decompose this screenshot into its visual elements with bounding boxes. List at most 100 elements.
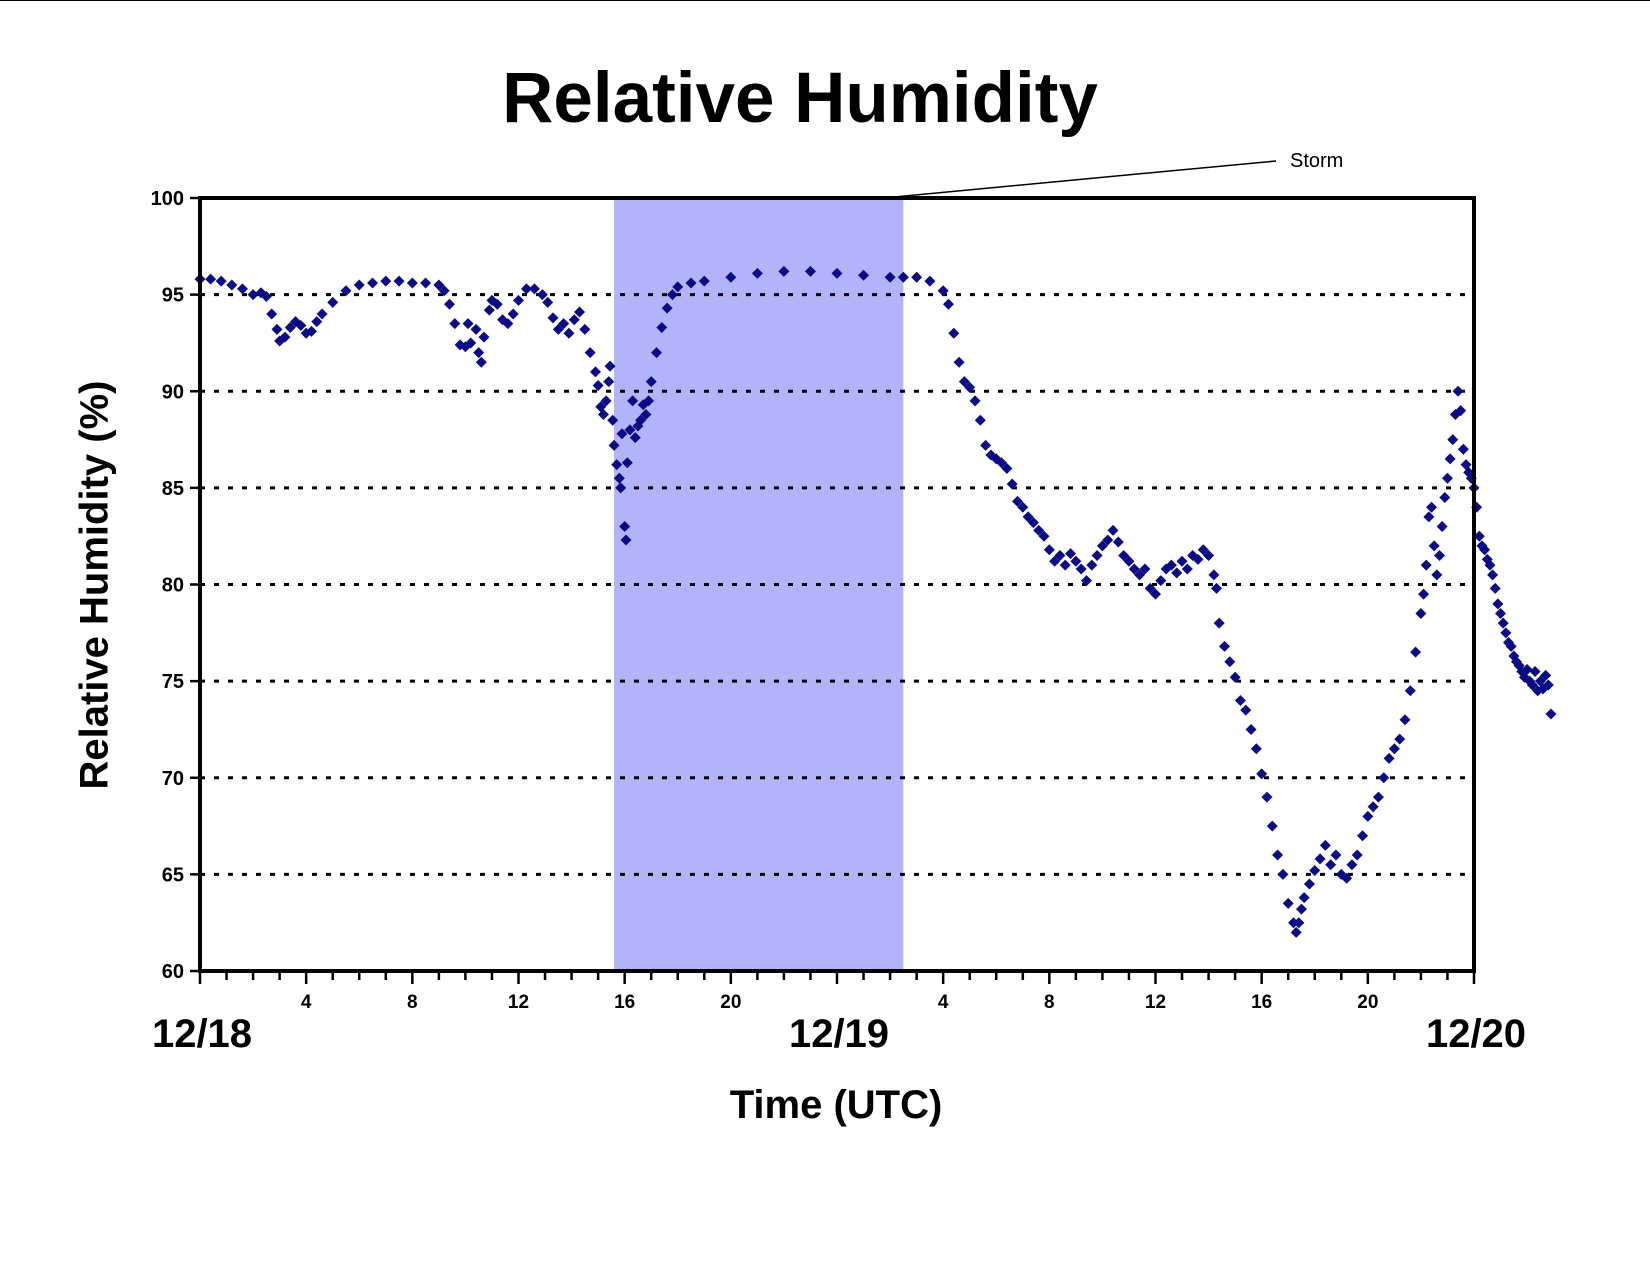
data-point — [1075, 563, 1087, 575]
data-point — [661, 302, 673, 314]
data-point — [327, 296, 339, 308]
data-point — [964, 381, 976, 393]
data-point — [1495, 607, 1507, 619]
data-point — [1150, 588, 1161, 600]
data-point — [1171, 567, 1183, 579]
data-point — [1457, 443, 1469, 455]
data-point — [1314, 853, 1326, 865]
data-point — [579, 323, 591, 335]
storm-annotation-label: Storm — [1290, 150, 1344, 172]
data-point — [465, 337, 477, 349]
data-point — [507, 308, 519, 320]
data-point — [608, 439, 620, 451]
data-point — [1229, 671, 1241, 683]
storm-leader-line — [883, 160, 1277, 199]
data-point — [804, 265, 816, 277]
data-point — [528, 283, 540, 295]
x-tick-label: 16 — [614, 992, 635, 1013]
data-point — [1357, 830, 1369, 842]
data-point — [640, 408, 652, 420]
data-point — [1410, 646, 1422, 658]
data-point — [629, 432, 641, 444]
data-point — [473, 347, 485, 359]
data-point — [1277, 868, 1289, 880]
data-point — [948, 327, 960, 339]
data-point — [1362, 810, 1374, 822]
data-point — [1325, 859, 1337, 871]
date-label: 12/20 — [1425, 1012, 1527, 1056]
data-point — [1165, 559, 1177, 571]
data-point — [937, 285, 949, 297]
data-point — [1436, 521, 1448, 533]
data-point — [542, 296, 554, 308]
data-point — [406, 277, 418, 289]
data-point — [1388, 743, 1400, 755]
data-point — [620, 534, 632, 546]
data-point — [1118, 550, 1130, 562]
top-rule — [0, 0, 1650, 1]
data-point — [1295, 903, 1307, 915]
data-point — [1418, 588, 1430, 600]
data-point — [1033, 524, 1045, 536]
data-point — [1001, 463, 1013, 475]
data-point — [433, 279, 445, 291]
data-point — [1497, 617, 1509, 629]
data-point — [552, 323, 564, 335]
data-point — [1489, 582, 1501, 594]
data-point — [513, 294, 524, 306]
chart-title: Relative Humidity — [502, 59, 1098, 138]
data-point — [1107, 524, 1119, 536]
data-point — [1065, 548, 1077, 560]
data-point — [1415, 607, 1427, 619]
data-point — [616, 428, 628, 440]
data-point — [1102, 534, 1114, 546]
data-point — [1298, 892, 1310, 904]
data-point — [295, 320, 307, 332]
data-point — [1070, 555, 1082, 567]
data-point — [615, 482, 627, 494]
data-point — [969, 395, 981, 407]
data-point — [1428, 540, 1440, 552]
data-point — [725, 271, 737, 283]
data-point — [393, 275, 405, 287]
data-point — [1059, 559, 1071, 571]
y-tick-label: 75 — [162, 671, 184, 693]
data-point — [1181, 563, 1193, 575]
data-point — [558, 318, 570, 330]
data-point — [1439, 492, 1451, 504]
data-point — [340, 285, 352, 297]
data-point — [1043, 544, 1055, 556]
data-point — [1054, 550, 1066, 562]
data-point — [613, 472, 625, 484]
data-point — [1027, 517, 1039, 529]
data-point — [1526, 679, 1538, 691]
data-point — [1542, 679, 1554, 691]
data-point — [420, 277, 432, 289]
data-point — [1433, 550, 1445, 562]
data-point — [624, 424, 636, 436]
data-point — [1049, 555, 1061, 567]
data-point — [1487, 569, 1499, 581]
data-point — [491, 298, 503, 310]
data-point — [215, 275, 227, 287]
data-point — [1404, 685, 1416, 697]
x-axis-label: Time (UTC) — [729, 1083, 943, 1127]
data-point — [996, 457, 1008, 469]
data-point — [911, 271, 923, 283]
data-point — [643, 395, 655, 407]
data-point — [1123, 555, 1135, 567]
x-tick-label: 8 — [407, 992, 418, 1013]
data-point — [1208, 569, 1220, 581]
data-point — [1473, 530, 1485, 542]
y-tick-label: 85 — [162, 478, 184, 500]
data-point — [685, 277, 697, 289]
data-point — [438, 285, 450, 297]
data-point — [589, 366, 601, 378]
data-point — [656, 321, 668, 333]
data-point — [266, 308, 278, 320]
data-point — [924, 275, 936, 287]
data-point — [236, 283, 248, 295]
data-point — [1378, 772, 1390, 784]
data-point — [980, 439, 992, 451]
data-point — [520, 283, 532, 295]
